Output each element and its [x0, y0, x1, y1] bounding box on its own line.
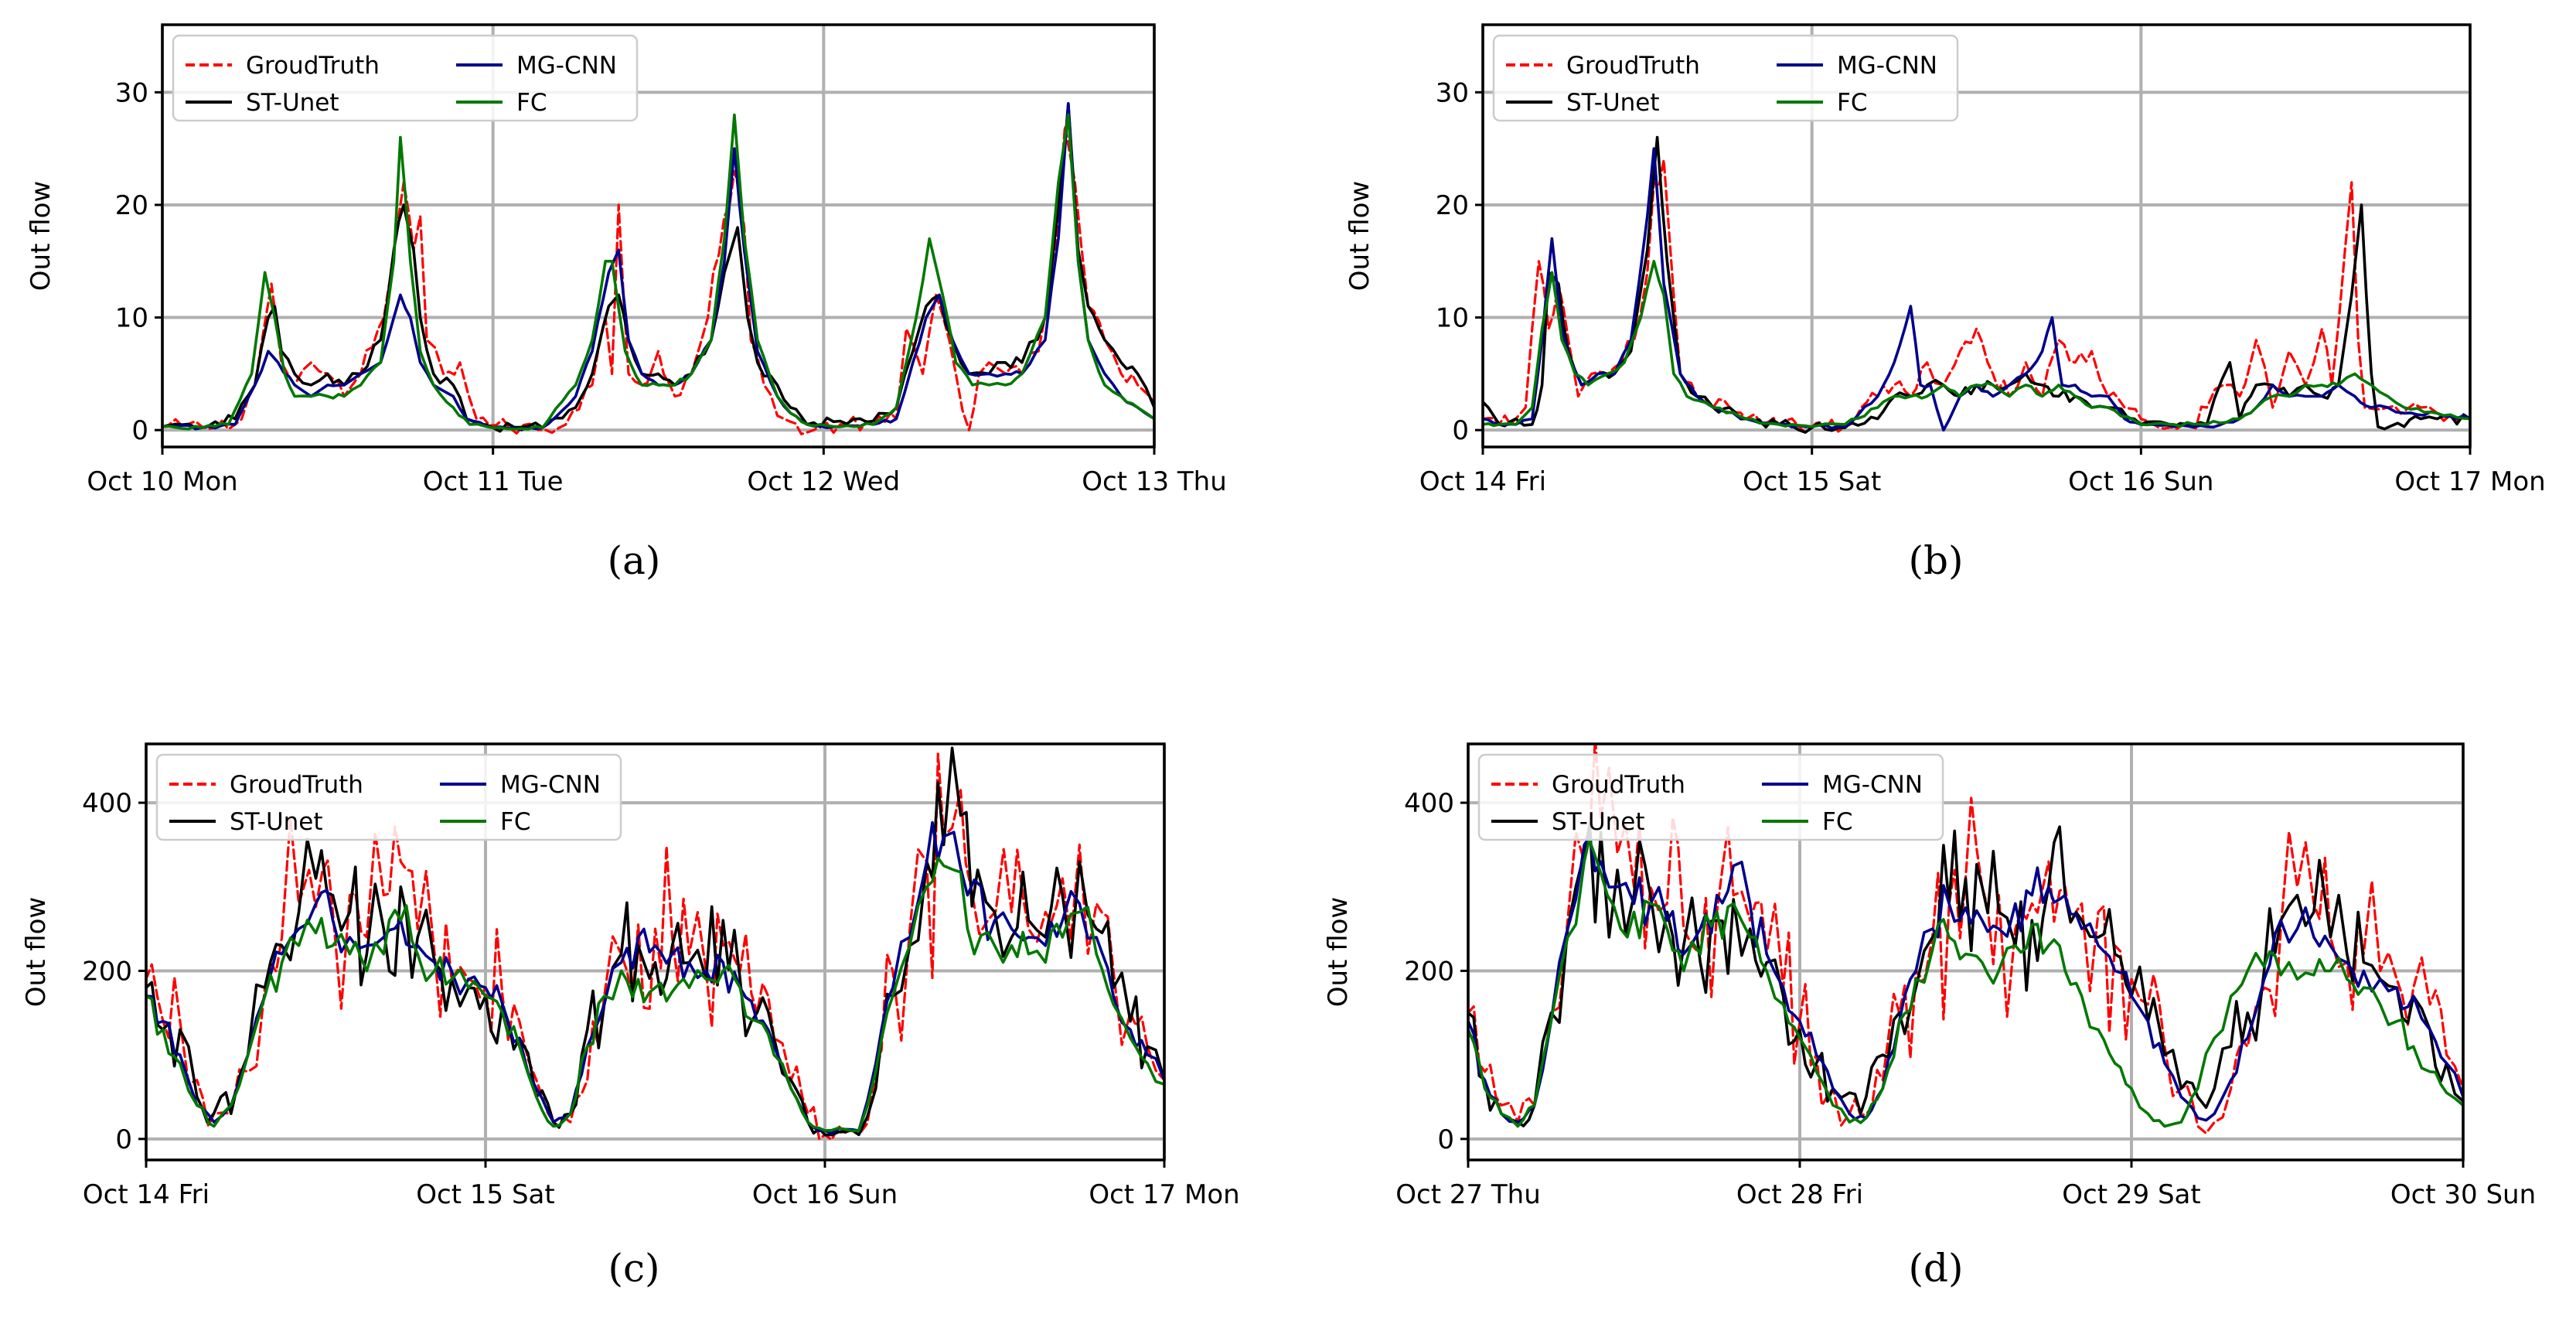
y-tick-label: 30	[115, 77, 148, 108]
x-tick-label: Oct 28 Fri	[1736, 1179, 1863, 1210]
series-line-fc	[1483, 260, 2470, 428]
y-tick-label: 20	[1436, 190, 1469, 221]
legend-label-unet: ST-Unet	[1552, 808, 1645, 836]
x-tick-label: Oct 15 Sat	[1743, 466, 1881, 497]
y-tick-label: 10	[115, 303, 148, 334]
x-tick-label: Oct 29 Sat	[2062, 1179, 2200, 1210]
legend-label-gt: GroudTruth	[1566, 52, 1700, 80]
x-tick-label: Oct 15 Sat	[416, 1179, 554, 1210]
legend-label-fc: FC	[500, 808, 530, 836]
series-line-unet	[1468, 822, 2463, 1127]
y-axis-label: Out flow	[1344, 181, 1375, 291]
series-line-fc	[162, 113, 1154, 431]
y-tick-label: 200	[1404, 956, 1454, 987]
legend-label-mg: MG-CNN	[1822, 771, 1923, 799]
series-line-gt	[146, 752, 1164, 1141]
y-tick-label: 0	[1452, 415, 1469, 446]
chart-panel-3: 0 200 400 Oct 14 Fri Oct 15 Sat Oct 16 Sun Oct…	[21, 742, 1240, 1291]
panel-caption: (d)	[1908, 1246, 1963, 1291]
series-line-gt	[162, 125, 1154, 435]
y-tick-label: 400	[82, 788, 132, 819]
legend-label-fc: FC	[516, 89, 547, 117]
series-line-mg	[1483, 147, 2470, 432]
legend-label-fc: FC	[1822, 808, 1852, 836]
chart-panel-1: 0 10 20 30 Oct 10 Mon Oct 11 Tue Oct 12 Wed Oct…	[26, 23, 1227, 583]
series-line-fc	[1468, 837, 2463, 1128]
plot-frame	[145, 742, 1166, 1162]
y-axis-label: Out flow	[1323, 897, 1354, 1007]
x-tick-label: Oct 17 Mon	[2394, 466, 2545, 497]
series-group	[146, 746, 1164, 1141]
legend-label-mg: MG-CNN	[500, 771, 601, 799]
y-axis-label: Out flow	[26, 181, 56, 291]
series-line-unet	[162, 102, 1154, 433]
series-group	[1483, 135, 2470, 434]
legend-box	[1477, 753, 1944, 841]
series-group	[1468, 744, 2463, 1134]
y-axis-label: Out flow	[21, 897, 52, 1007]
series-line-unet	[1483, 135, 2470, 434]
x-tick-label: Oct 16 Sun	[752, 1179, 898, 1210]
y-tick-label: 20	[115, 190, 148, 221]
x-tick-label: Oct 10 Mon	[87, 466, 237, 497]
plot-frame	[1481, 23, 2472, 449]
panel-caption: (c)	[608, 1246, 659, 1291]
legend-label-unet: ST-Unet	[246, 89, 339, 117]
x-tick-label: Oct 13 Thu	[1082, 466, 1227, 497]
x-tick-label: Oct 11 Tue	[423, 466, 564, 497]
panel-caption: (a)	[608, 538, 661, 583]
x-tick-label: Oct 30 Sun	[2390, 1179, 2536, 1210]
legend: GroudTruth ST-Unet MG-CNN FC	[1492, 34, 1959, 122]
y-tick-label: 0	[131, 415, 148, 446]
x-tick-label: Oct 14 Fri	[83, 1179, 210, 1210]
series-line-mg	[162, 102, 1154, 432]
y-tick-label: 30	[1436, 77, 1469, 108]
legend: GroudTruth ST-Unet MG-CNN FC	[155, 753, 622, 841]
x-tick-label: Oct 17 Mon	[1089, 1179, 1239, 1210]
y-tick-label: 0	[1437, 1124, 1454, 1155]
x-tick-label: Oct 14 Fri	[1419, 466, 1546, 497]
x-tick-label: Oct 27 Thu	[1395, 1179, 1541, 1210]
panel-caption: (b)	[1908, 538, 1963, 583]
legend-box	[1492, 34, 1959, 122]
x-tick-label: Oct 16 Sun	[2068, 466, 2213, 497]
series-line-mg	[146, 820, 1164, 1135]
y-tick-label: 200	[82, 956, 132, 987]
legend-label-gt: GroudTruth	[230, 771, 363, 799]
legend-label-unet: ST-Unet	[230, 808, 323, 836]
series-line-unet	[146, 746, 1164, 1137]
series-group	[162, 102, 1154, 435]
y-tick-label: 400	[1404, 788, 1454, 819]
x-tick-label: Oct 12 Wed	[747, 466, 900, 497]
legend: GroudTruth ST-Unet MG-CNN FC	[172, 34, 639, 122]
legend-label-unet: ST-Unet	[1566, 89, 1660, 117]
legend-label-mg: MG-CNN	[1837, 52, 1937, 80]
legend-box	[155, 753, 622, 841]
plot-frame	[1467, 742, 2465, 1162]
chart-panel-4: 0 200 400 Oct 27 Thu Oct 28 Fri Oct 29 Sat Oct…	[1323, 742, 2536, 1291]
legend-label-gt: GroudTruth	[246, 52, 380, 80]
y-tick-label: 10	[1436, 303, 1469, 334]
series-line-fc	[146, 856, 1164, 1133]
legend: GroudTruth ST-Unet MG-CNN FC	[1477, 753, 1944, 841]
legend-label-fc: FC	[1837, 89, 1867, 117]
chart-panel-2: 0 10 20 30 Oct 14 Fri Oct 15 Sat Oct 16 Sun Oct…	[1344, 23, 2546, 583]
y-tick-label: 0	[115, 1124, 132, 1155]
legend-label-gt: GroudTruth	[1552, 771, 1685, 799]
legend-label-mg: MG-CNN	[516, 52, 617, 80]
plot-frame	[161, 23, 1156, 449]
series-line-gt	[1483, 159, 2470, 434]
legend-box	[172, 34, 639, 122]
